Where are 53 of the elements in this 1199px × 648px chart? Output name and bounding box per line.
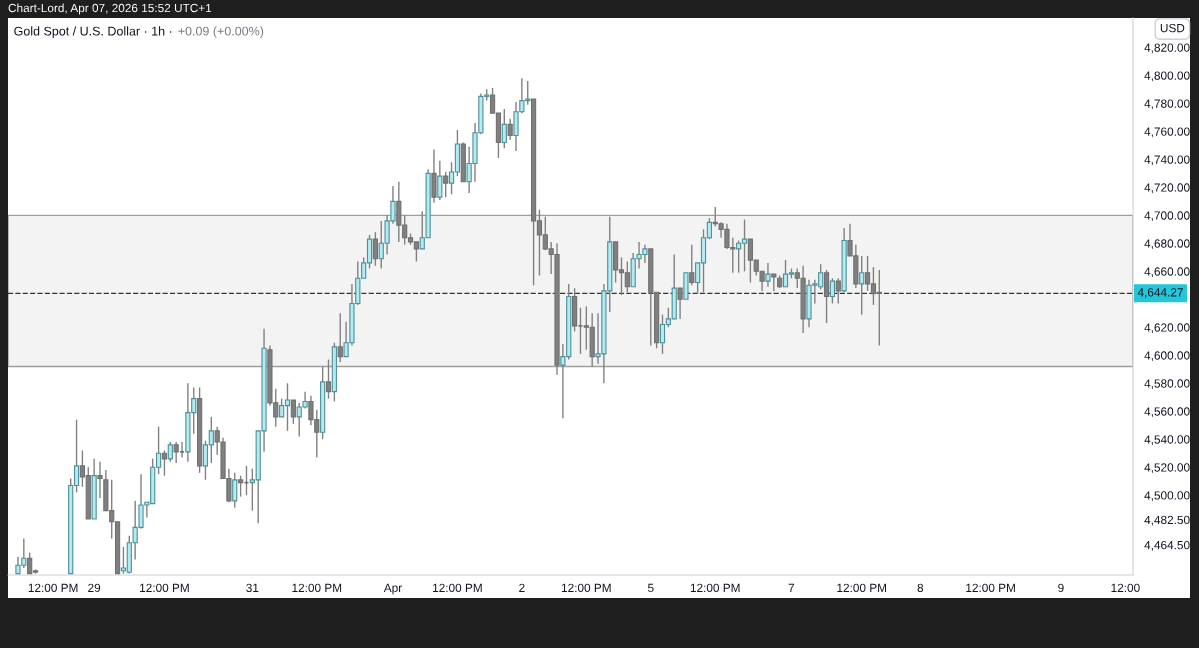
y-tick-label: 4,740.00 xyxy=(1144,155,1190,166)
text: Gold Spot / U.S. Dollar · 1h · xyxy=(14,26,172,39)
candlestick xyxy=(677,287,683,320)
candlestick xyxy=(372,231,378,267)
y-tick-label: 4,820.00 xyxy=(1144,43,1190,54)
x-tick-label: 29 xyxy=(88,583,101,592)
x-tick-label: 12:00 PM xyxy=(28,583,78,592)
y-tick-label: 4,620.00 xyxy=(1144,323,1190,334)
text: +0.09 (+0.00%) xyxy=(178,26,264,38)
text: Chart-Lord, Apr 07, 2026 15:52 UTC+1 xyxy=(8,3,212,15)
y-tick-label: 4,482.50 xyxy=(1144,515,1190,526)
candlestick xyxy=(290,399,296,425)
x-tick-label: 31 xyxy=(246,583,259,592)
x-tick-label: 7 xyxy=(788,583,795,592)
x-tick-label: 12:00 PM xyxy=(690,583,740,592)
candlestick xyxy=(337,312,343,363)
x-tick-label: 9 xyxy=(1058,583,1064,592)
y-tick-label: 4,600.00 xyxy=(1144,351,1190,362)
y-tick-label: 4,560.00 xyxy=(1144,407,1190,418)
candlestick xyxy=(507,118,513,141)
candlestick xyxy=(689,244,695,286)
candlestick xyxy=(97,460,103,499)
candlestick xyxy=(325,358,332,400)
y-tick-label: 4,580.00 xyxy=(1144,379,1190,390)
x-tick-label: 12:00 PM xyxy=(966,583,1015,592)
x-tick-label: 12:00 PM xyxy=(561,583,611,592)
x-tick-label: 5 xyxy=(647,583,654,592)
y-tick-label: 4,780.00 xyxy=(1144,99,1190,110)
x-tick-label: 12:00 PM xyxy=(837,583,887,592)
y-tick-label: 4,700.00 xyxy=(1144,211,1190,222)
x-tick-label: 8 xyxy=(917,583,924,592)
y-tick-label: 4,464.50 xyxy=(1144,540,1190,551)
x-tick-label: 2 xyxy=(519,583,525,592)
x-tick-label: 12:00 PM xyxy=(292,583,342,592)
y-tick-label: 4,500.00 xyxy=(1144,491,1190,502)
y-tick-label: 4,680.00 xyxy=(1144,239,1190,250)
y-tick-label: 4,800.00 xyxy=(1144,71,1190,82)
x-tick-label: 12:00 PM xyxy=(433,583,482,592)
y-tick-label: 4,520.00 xyxy=(1144,463,1190,474)
ref-line-label: 4,644.27 xyxy=(1137,288,1183,298)
candlestick xyxy=(771,273,777,292)
x-tick-label: Apr xyxy=(383,583,402,595)
x-tick-label: 12:00 xyxy=(1111,583,1140,592)
candlestick xyxy=(835,277,841,305)
candlestick xyxy=(431,148,437,204)
candlestick xyxy=(823,269,830,324)
y-tick-label: 4,660.00 xyxy=(1144,267,1190,278)
y-tick-label: 4,760.00 xyxy=(1144,127,1190,138)
y-tick-label: 4,720.00 xyxy=(1144,183,1190,194)
y-tick-label: 4,540.00 xyxy=(1144,435,1190,446)
x-tick-label: 12:00 PM xyxy=(140,583,189,592)
candlestick xyxy=(443,171,449,198)
y-axis-title: USD xyxy=(1160,23,1185,33)
